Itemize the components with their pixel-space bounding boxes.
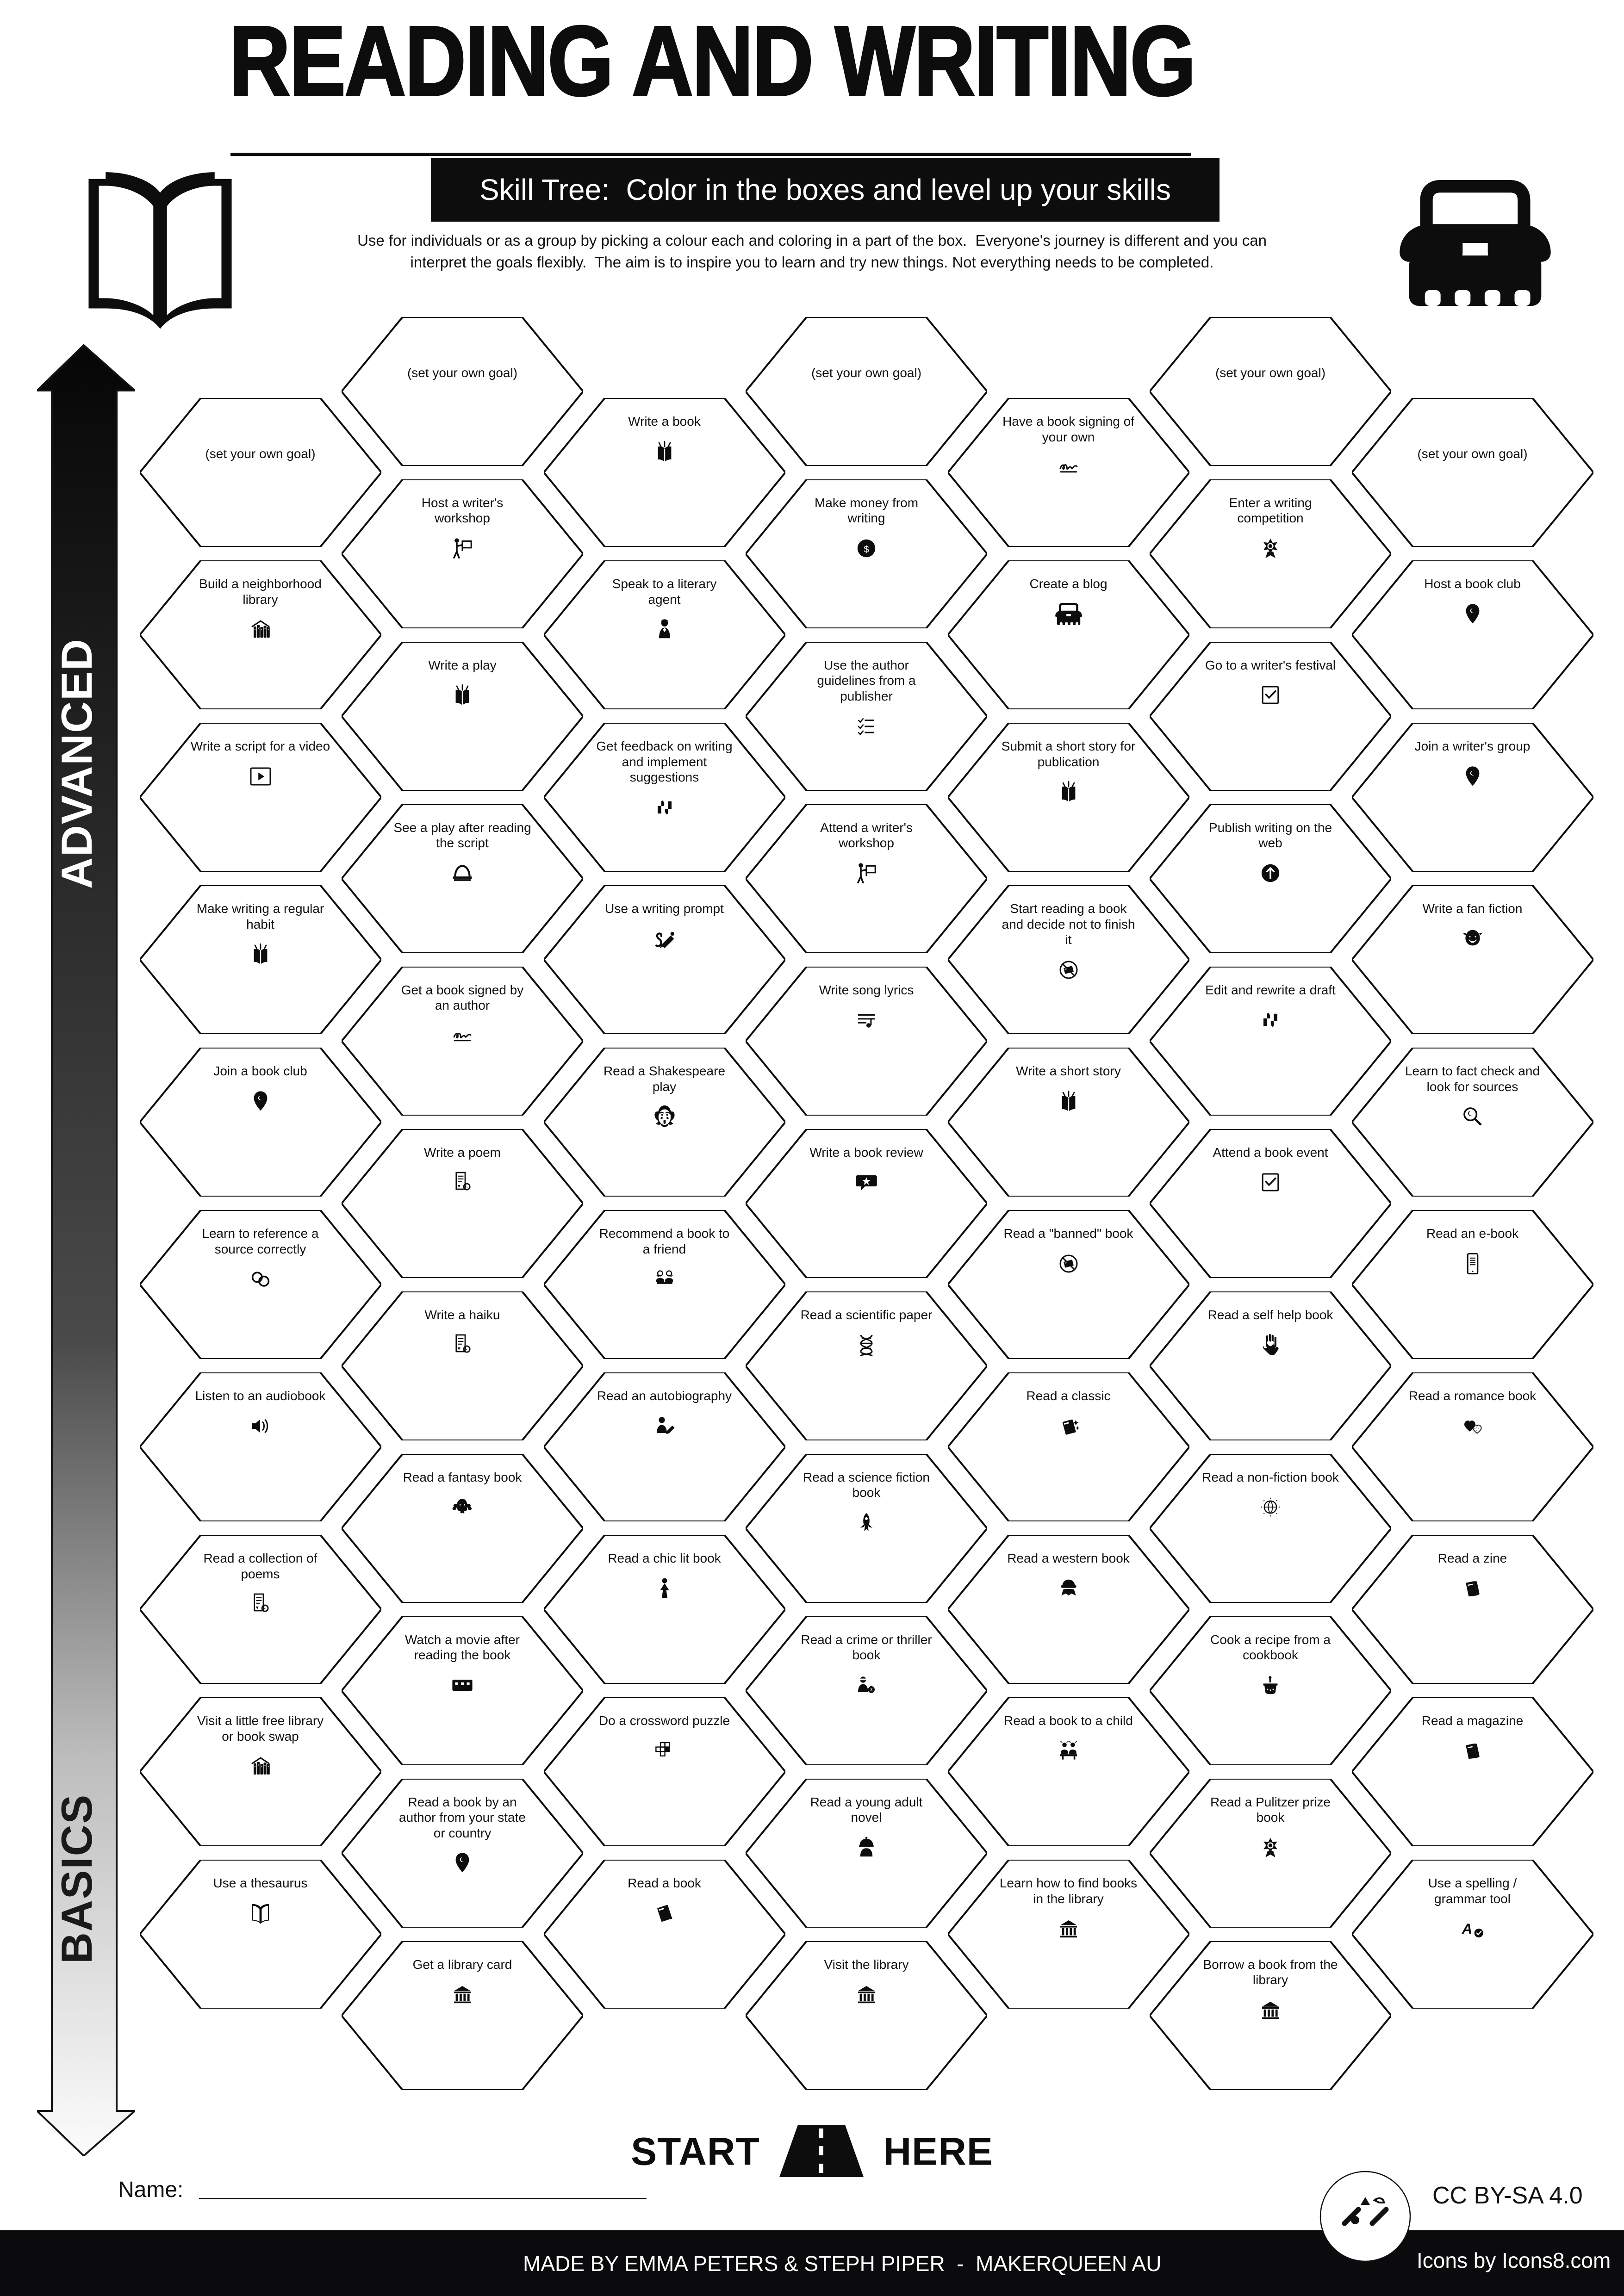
svg-text:A: A [1461,1921,1472,1937]
svg-text:$: $ [864,545,869,555]
svg-text:$: $ [871,1688,873,1692]
